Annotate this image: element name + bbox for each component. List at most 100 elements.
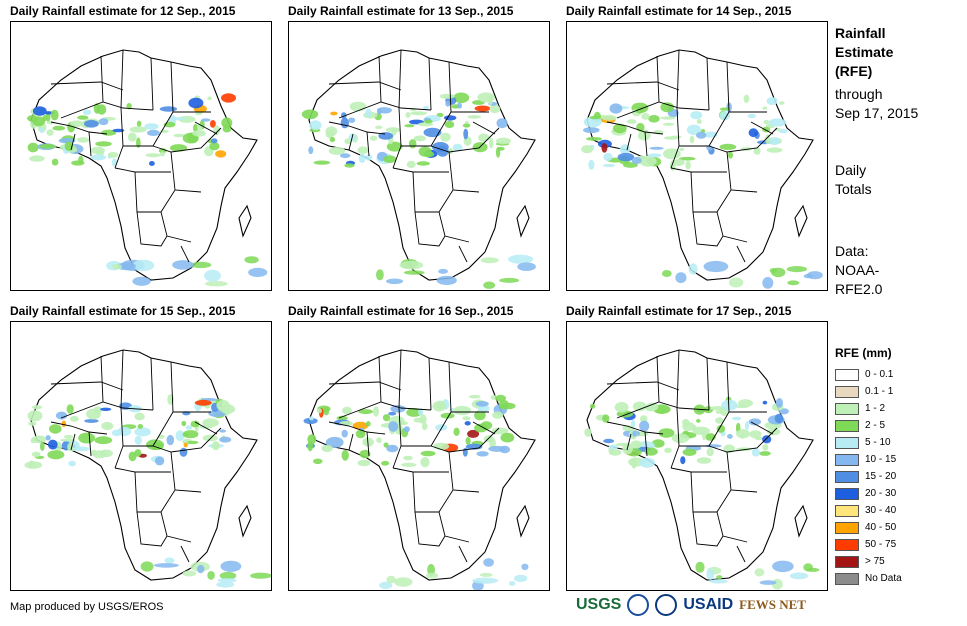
- rainfall-area: [754, 436, 763, 441]
- rainfall-area: [166, 434, 175, 446]
- country-border: [338, 101, 432, 119]
- country-border: [392, 445, 402, 469]
- rainfall-area: [172, 260, 194, 270]
- rainfall-area: [479, 572, 493, 577]
- rainfall-area: [313, 458, 323, 465]
- through-date: Sep 17, 2015: [835, 105, 919, 121]
- country-border: [100, 55, 104, 103]
- rainfall-area: [649, 146, 664, 150]
- rainfall-area: [715, 417, 724, 424]
- rainfall-area: [195, 112, 203, 116]
- rainfall-area: [313, 160, 331, 165]
- rainfall-area: [219, 571, 237, 580]
- rainfall-area: [772, 560, 794, 572]
- map-panel-sep-14: Daily Rainfall estimate for 14 Sep., 201…: [566, 4, 828, 291]
- country-border: [750, 121, 774, 135]
- rainfall-area: [517, 262, 536, 271]
- africa-outline: [586, 349, 814, 581]
- rainfall-area: [440, 132, 451, 142]
- rainfall-area: [192, 130, 206, 137]
- legend-item: 40 - 50: [835, 519, 902, 536]
- rainfall-area: [116, 262, 136, 271]
- rainfall-area: [90, 146, 105, 154]
- rainfall-area: [489, 104, 501, 114]
- rainfall-area: [424, 119, 433, 124]
- rainfall-area: [126, 103, 132, 110]
- rainfall-area: [491, 427, 509, 435]
- country-border: [50, 421, 108, 435]
- rainfall-area: [208, 410, 226, 417]
- country-border: [670, 445, 680, 469]
- rainfall-area: [205, 281, 228, 287]
- rainfall-area: [639, 420, 650, 432]
- rainfall-area: [483, 558, 494, 567]
- rainfall-area: [159, 151, 165, 157]
- rainfall-map: [566, 21, 828, 291]
- rainfall-area: [84, 419, 99, 423]
- rainfall-area: [658, 428, 675, 438]
- legend-label: 30 - 40: [865, 505, 897, 516]
- rainfall-area: [499, 277, 520, 283]
- rainfall-area: [651, 439, 665, 448]
- legend-item: > 75: [835, 553, 902, 570]
- rainfall-area: [394, 577, 413, 587]
- rainfall-area: [100, 407, 112, 411]
- country-border: [150, 57, 154, 111]
- rainfall-area: [171, 117, 186, 121]
- rainfall-area: [202, 418, 220, 428]
- rainfall-area: [204, 269, 221, 282]
- rainfall-area: [28, 460, 35, 468]
- legend-item: 10 - 15: [835, 451, 902, 468]
- rainfall-area: [647, 153, 662, 158]
- rainfall-area: [646, 402, 659, 412]
- legend-swatch: [835, 572, 859, 585]
- legend-label: 0 - 0.1: [865, 369, 894, 380]
- country-border: [398, 107, 452, 147]
- side-through: through Sep 17, 2015: [835, 85, 918, 123]
- rainfall-area: [719, 111, 730, 121]
- rainfall-area: [112, 128, 125, 133]
- legend-label: No Data: [865, 573, 902, 584]
- country-border: [120, 349, 124, 409]
- rainfall-area: [499, 445, 511, 454]
- country-border: [692, 511, 724, 547]
- rainfall-area: [727, 434, 733, 439]
- legend-label: 2 - 5: [865, 420, 886, 431]
- rainfall-area: [336, 415, 348, 421]
- rainfall-area: [210, 138, 218, 144]
- rainfall-area: [359, 449, 371, 459]
- rainfall-area: [690, 111, 703, 120]
- country-border: [676, 407, 730, 447]
- country-border: [690, 171, 732, 213]
- rainfall-area: [497, 146, 505, 151]
- rainfall-area: [188, 97, 204, 109]
- rainfall-area: [759, 580, 777, 585]
- rainfall-area: [775, 398, 783, 408]
- rainfall-area: [403, 270, 425, 275]
- rainfall-area: [686, 124, 701, 135]
- madagascar-outline: [794, 504, 808, 538]
- country-border: [392, 145, 402, 169]
- rainfall-area: [589, 403, 596, 409]
- rainfall-area: [495, 137, 511, 145]
- map-svg: [584, 349, 820, 590]
- rainfall-area: [588, 159, 595, 170]
- legend-item: 15 - 20: [835, 468, 902, 485]
- rainfall-area: [521, 563, 529, 570]
- legend-swatch: [835, 487, 859, 500]
- legend-swatch: [835, 538, 859, 551]
- rainfall-area: [513, 574, 528, 582]
- logos: USGS USAID FEWS NET: [576, 594, 806, 616]
- country-border: [412, 471, 454, 513]
- rainfall-area: [94, 436, 113, 445]
- legend-item: 0 - 0.1: [835, 366, 902, 383]
- map-svg: [581, 49, 823, 289]
- rainfall-area: [632, 401, 647, 412]
- rainfall-area: [631, 157, 642, 164]
- rainfall-area: [27, 410, 43, 422]
- rainfall-area: [39, 144, 57, 149]
- rainfall-area: [464, 421, 471, 426]
- rainfall-area: [164, 557, 175, 564]
- country-border: [114, 145, 124, 169]
- rainfall-area: [472, 577, 499, 584]
